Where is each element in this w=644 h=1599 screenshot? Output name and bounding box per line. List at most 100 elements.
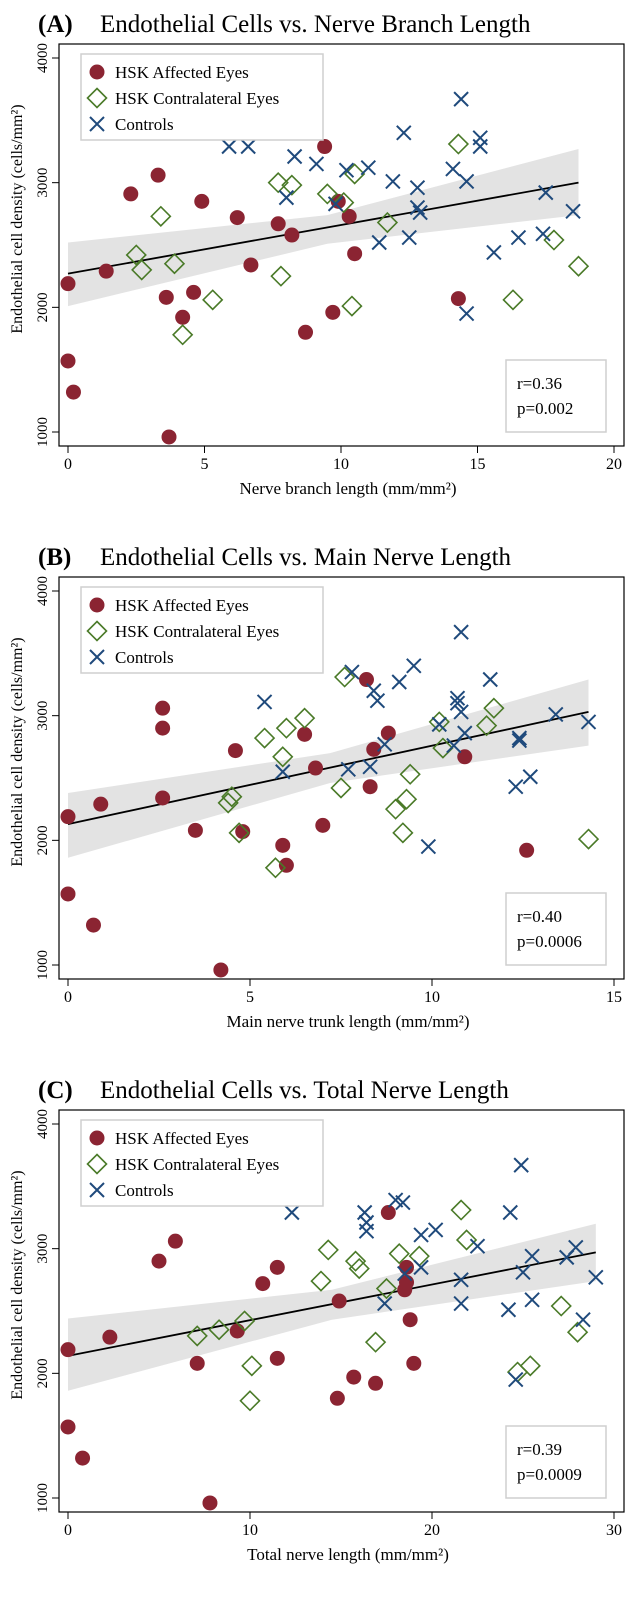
control-point xyxy=(385,173,401,190)
control-point xyxy=(427,1222,444,1238)
legend-marker xyxy=(89,597,105,613)
chart-svg-c: (C) Endothelial Cells vs. Total Nerve Le… xyxy=(9,1077,625,1564)
control-point xyxy=(338,162,355,178)
control-point xyxy=(406,658,422,674)
affected-point xyxy=(123,186,139,202)
contralateral-point xyxy=(125,244,147,266)
y-axis-label: Endothelial cell density (cells/mm²) xyxy=(9,637,26,866)
legend-marker xyxy=(89,116,105,132)
affected-point xyxy=(65,384,81,400)
control-point xyxy=(401,229,417,246)
stat-r: r=0.36 xyxy=(517,374,562,393)
control-point xyxy=(486,244,502,261)
chart-title: Endothelial Cells vs. Nerve Branch Lengt… xyxy=(100,11,531,38)
affected-point xyxy=(380,1205,396,1221)
contralateral-point xyxy=(475,715,498,737)
affected-point xyxy=(98,263,114,279)
control-point xyxy=(575,1312,591,1328)
contralateral-point xyxy=(317,1239,339,1261)
control-point xyxy=(413,1227,429,1243)
y-tick-label: 2000 xyxy=(35,825,51,855)
affected-point xyxy=(380,725,396,741)
legend-marker xyxy=(89,1130,105,1146)
control-point xyxy=(453,624,469,640)
contralateral-point xyxy=(384,798,407,820)
affected-point xyxy=(202,1495,218,1511)
control-point xyxy=(431,716,447,733)
affected-point xyxy=(368,1375,384,1391)
regression-line xyxy=(67,1251,596,1357)
control-point xyxy=(449,690,466,706)
contralateral-point xyxy=(272,746,294,768)
control-point xyxy=(221,138,237,155)
affected-point xyxy=(297,726,313,742)
control-point xyxy=(524,1248,540,1264)
y-tick-label: 4000 xyxy=(35,1109,51,1139)
contralateral-point xyxy=(341,295,363,317)
control-point xyxy=(482,671,498,688)
affected-point xyxy=(85,917,101,933)
control-point xyxy=(344,664,360,680)
control-point xyxy=(453,91,469,107)
affected-point xyxy=(402,1312,418,1328)
control-point xyxy=(275,764,291,780)
control-point xyxy=(327,196,344,212)
legend-label: Controls xyxy=(115,648,174,667)
x-tick-label: 10 xyxy=(333,456,349,473)
control-point xyxy=(409,199,426,216)
affected-point xyxy=(341,208,357,224)
contralateral-point xyxy=(450,1199,472,1221)
contralateral-point xyxy=(566,1321,589,1343)
control-point xyxy=(535,226,551,242)
contralateral-point xyxy=(267,172,289,194)
control-point xyxy=(376,736,393,753)
stat-r: r=0.40 xyxy=(517,907,562,926)
panel-label: (C) xyxy=(38,1077,73,1104)
x-tick-label: 10 xyxy=(242,1522,258,1539)
affected-point xyxy=(60,1342,76,1358)
panel-label: (A) xyxy=(38,11,73,38)
plot-area: 0 10 20 30 1000 2000 3000 4000 HSK Affected Eyes… xyxy=(35,1109,625,1539)
affected-point xyxy=(366,741,382,757)
legend-marker xyxy=(86,1153,108,1175)
legend-label: HSK Affected Eyes xyxy=(115,1129,249,1148)
stats-box-frame xyxy=(505,892,607,966)
contralateral-point xyxy=(388,1243,410,1265)
chart-panel-c: (C) Endothelial Cells vs. Total Nerve Le… xyxy=(0,1066,644,1599)
control-point xyxy=(395,1194,411,1211)
legend-label: Controls xyxy=(115,115,174,134)
affected-point xyxy=(186,284,202,300)
affected-point xyxy=(347,246,363,262)
contralateral-point xyxy=(502,289,524,311)
legend-marker xyxy=(89,64,105,80)
y-tick-label: 4000 xyxy=(35,576,51,606)
control-point xyxy=(522,769,538,785)
legend-marker xyxy=(86,620,108,642)
control-point xyxy=(500,1302,517,1318)
control-point xyxy=(358,1223,375,1239)
control-point xyxy=(580,714,597,730)
stats-box: r=0.39 p=0.0009 xyxy=(505,1425,607,1499)
contralateral-point xyxy=(281,174,303,196)
y-axis-label: Endothelial cell density (cells/mm²) xyxy=(9,1170,26,1399)
legend-label: Controls xyxy=(115,1181,174,1200)
contralateral-point xyxy=(253,727,276,749)
control-point xyxy=(565,203,581,220)
stat-p: p=0.0009 xyxy=(517,1465,582,1484)
contralateral-point xyxy=(333,191,355,214)
control-point xyxy=(472,138,488,155)
contralateral-point xyxy=(239,1390,261,1412)
control-point xyxy=(420,838,437,855)
x-tick-label: 0 xyxy=(64,456,72,473)
x-tick-label: 15 xyxy=(470,456,486,473)
legend-box xyxy=(80,53,324,141)
legend: HSK Affected Eyes HSK Contralateral Eyes C… xyxy=(80,1119,324,1207)
control-point xyxy=(568,1239,584,1256)
contralateral-point xyxy=(186,1325,208,1347)
affected-point xyxy=(450,291,466,307)
control-point xyxy=(458,173,475,190)
control-point xyxy=(340,761,356,777)
affected-point xyxy=(227,743,243,759)
contralateral-point xyxy=(455,1229,478,1251)
y-tick-label: 3000 xyxy=(35,168,51,198)
